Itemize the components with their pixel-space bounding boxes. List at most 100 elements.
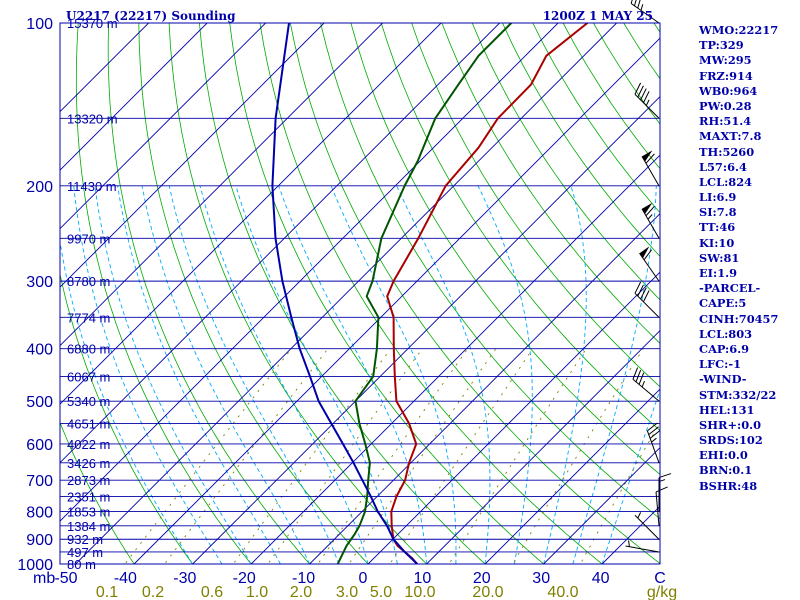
mixing-ratio-unit-label: g/kg (647, 584, 677, 600)
stat-item: LFC:-1 (699, 357, 742, 372)
mixing-ratio-label: 5.0 (370, 584, 392, 600)
stat-item: EI:1.9 (699, 266, 738, 280)
mixing-ratio-line (164, 348, 329, 564)
wind-barb (639, 246, 660, 282)
height-label: 4022 m (67, 437, 110, 452)
stat-item: WMO:22217 (699, 23, 779, 37)
temperature-tick-label: -10 (292, 570, 315, 587)
stat-item: TT:46 (699, 220, 736, 235)
pressure-label: 1000 (17, 557, 53, 574)
stat-item: CAPE:5 (699, 296, 747, 311)
stat-item: EHI:0.0 (699, 448, 748, 463)
stat-item: BSHR:48 (699, 478, 758, 493)
plot-frame (59, 22, 661, 565)
height-label: 6880 m (67, 342, 110, 357)
stat-item: TP:329 (699, 38, 744, 53)
moist-adiabat (73, 185, 223, 564)
temperature-tick-label: 10 (414, 570, 432, 587)
height-label: 4651 m (67, 417, 110, 432)
parcel-profile (271, 23, 418, 564)
temperature-tick-label: 20 (473, 570, 491, 587)
pressure-label: 800 (26, 505, 53, 522)
sounding-time: 1200Z 1 MAY 25 (543, 9, 653, 23)
stat-item: CAP:6.9 (699, 341, 750, 356)
dry-adiabat (441, 23, 660, 344)
stat-item: HEL:131 (699, 402, 755, 417)
stat-item: SRDS:102 (699, 433, 763, 448)
dry-adiabat (60, 272, 194, 564)
stat-item: SI:7.8 (699, 205, 737, 220)
height-label: 2351 m (67, 489, 110, 504)
isotherm (192, 95, 660, 564)
pressure-label: 700 (26, 473, 53, 490)
wind-barb (630, 0, 660, 24)
temperature-tick-label: -20 (233, 570, 256, 587)
isotherm (133, 37, 660, 564)
temperature-tick-label: -50 (54, 570, 77, 587)
height-label: 497 m (67, 545, 103, 560)
isotherm (60, 23, 208, 171)
dry-adiabat (229, 23, 545, 564)
stat-item: -PARCEL- (699, 281, 761, 296)
stat-item: LI:6.9 (699, 190, 737, 205)
mixing-ratio-label: 20.0 (472, 584, 503, 600)
stat-item: RH:51.4 (699, 114, 752, 129)
stat-item: SW:81 (699, 250, 740, 265)
pressure-label: 300 (26, 274, 53, 291)
pressure-label: 400 (26, 342, 53, 359)
stat-item: FRZ:914 (699, 68, 753, 83)
stat-item: KI:10 (699, 235, 735, 250)
stat-item: STM:332/22 (699, 387, 777, 402)
moist-adiabat (117, 185, 281, 564)
moist-adiabat (572, 185, 657, 564)
height-label: 9970 m (67, 231, 110, 246)
stat-item: SHR+:0.0 (699, 417, 762, 432)
wind-barb (655, 486, 668, 526)
isotherm (60, 23, 325, 288)
stat-item: WB0:964 (699, 83, 758, 98)
dry-adiabat (502, 23, 660, 257)
temperature-unit-label: C (654, 570, 666, 587)
dry-adiabat (107, 23, 311, 564)
isotherm (426, 329, 660, 564)
pressure-label: 100 (26, 16, 53, 33)
height-label: 2873 m (67, 473, 110, 488)
pressure-label: 900 (26, 532, 53, 549)
mixing-ratio-label: 0.1 (96, 584, 118, 600)
mixing-ratio-label: 0.2 (142, 584, 164, 600)
wind-barb (634, 82, 660, 119)
dry-adiabat (471, 23, 660, 301)
height-label: 13320 m (67, 111, 118, 126)
mixing-ratio-line (124, 348, 292, 564)
isotherm (75, 23, 617, 564)
dry-adiabat (60, 421, 135, 564)
height-label: 8780 m (67, 274, 110, 289)
stat-item: TH:5260 (699, 144, 755, 159)
temperature-tick-label: -30 (173, 570, 196, 587)
height-label: 932 m (67, 532, 103, 547)
height-label: 6067 m (67, 369, 110, 384)
stat-item: BRN:0.1 (699, 463, 753, 478)
wind-barb (641, 150, 660, 187)
dewpoint-profile (336, 23, 513, 564)
stat-item: LCL:803 (699, 326, 753, 341)
mixing-ratio-line (267, 348, 423, 564)
stat-item: MAXT:7.8 (699, 129, 762, 144)
wind-barb (634, 281, 660, 318)
pressure-label: 600 (26, 437, 53, 454)
isotherm (60, 23, 383, 347)
height-label: 7774 m (67, 310, 110, 325)
sounding-title: U2217 (22217) Sounding (66, 9, 236, 23)
wind-barb (641, 202, 660, 239)
wind-barb (632, 367, 660, 402)
wind-barb (634, 512, 660, 540)
isotherm (60, 23, 500, 464)
stat-item: PW:0.28 (699, 98, 752, 113)
mixing-ratio-line (448, 348, 587, 564)
height-label: 1853 m (67, 505, 110, 520)
temperature-tick-label: 40 (592, 570, 610, 587)
temperature-tick-label: 30 (532, 570, 550, 587)
temperature-tick-label: -40 (114, 570, 137, 587)
height-label: 3426 m (67, 456, 110, 471)
